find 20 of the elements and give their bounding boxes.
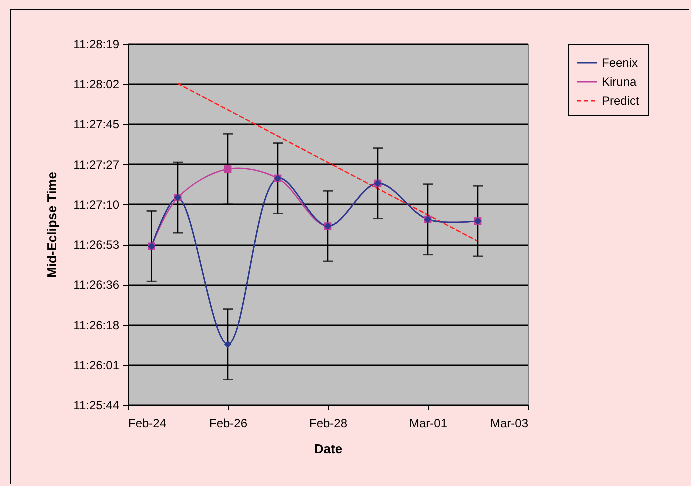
x-tick-label: Feb-28 [309, 416, 348, 430]
x-axis-title: Date [314, 442, 343, 456]
x-tick-label: Mar-03 [490, 416, 529, 430]
y-tick-label: 11:26:53 [74, 238, 120, 252]
y-tick-label: 11:27:10 [74, 198, 120, 212]
y-axis-title: Mid-Eclipse Time [44, 172, 60, 278]
y-tick-label: 11:26:36 [74, 278, 120, 292]
y-tick-label: 11:27:45 [74, 118, 120, 132]
x-tick-label: Mar-01 [409, 416, 448, 430]
y-tick-label: 11:28:02 [74, 78, 120, 92]
x-tick-label: Feb-24 [128, 416, 167, 430]
legend-label: Feenix [602, 56, 638, 70]
y-tick-label: 11:27:27 [74, 158, 120, 172]
x-tick-label: Feb-26 [209, 416, 248, 430]
y-tick-label: 11:26:01 [74, 358, 120, 372]
legend-label: Kiruna [602, 75, 638, 89]
legend-label: Predict [602, 94, 640, 108]
y-tick-label: 11:26:18 [74, 318, 120, 332]
y-tick-label: 11:25:44 [74, 398, 120, 412]
y-tick-label: 11:28:19 [74, 38, 120, 52]
